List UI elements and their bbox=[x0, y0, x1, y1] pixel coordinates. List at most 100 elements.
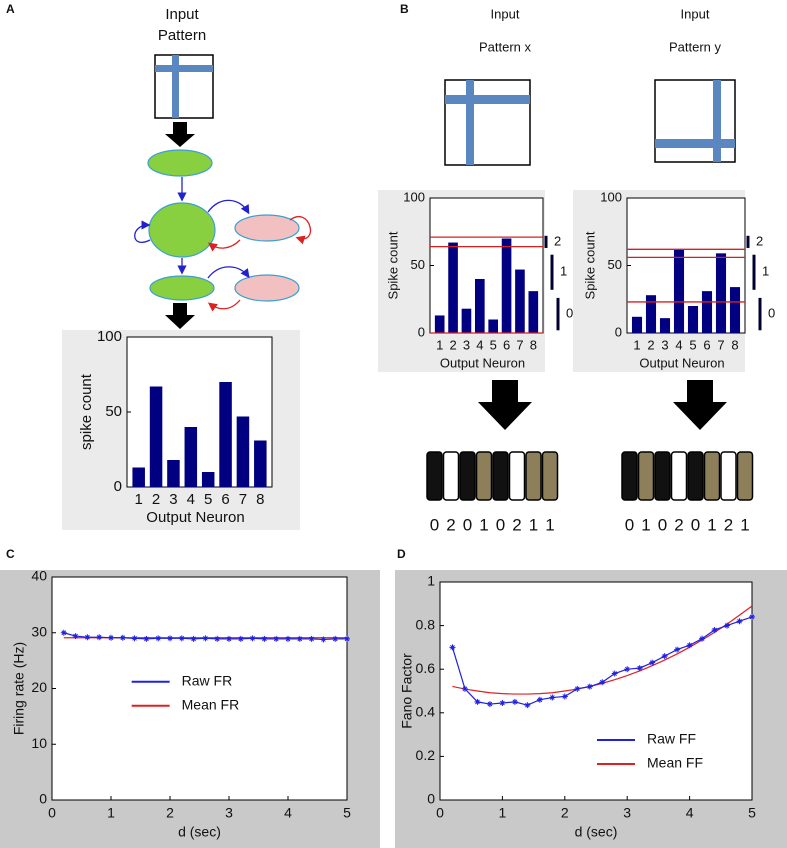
x-tick-label: 4 bbox=[675, 337, 682, 352]
point-marker bbox=[449, 644, 456, 651]
bar bbox=[167, 460, 180, 487]
point-marker bbox=[586, 683, 593, 690]
level-label: 1 bbox=[762, 264, 769, 279]
code-block bbox=[720, 451, 737, 501]
y-tick-label: 1 bbox=[427, 573, 435, 589]
point-marker bbox=[190, 635, 197, 642]
arrow bbox=[478, 380, 532, 430]
arrow bbox=[165, 122, 195, 147]
y-tick-label: 0 bbox=[39, 791, 47, 807]
x-tick-label: 2 bbox=[166, 805, 174, 821]
x-tick-label: 4 bbox=[476, 337, 483, 352]
x-tick-label: 8 bbox=[256, 491, 264, 508]
plot-area bbox=[429, 197, 544, 334]
code-block bbox=[475, 451, 493, 501]
x-tick-label: 2 bbox=[647, 337, 654, 352]
code-digit: 1 bbox=[545, 515, 554, 534]
plot-area bbox=[626, 197, 746, 334]
x-tick-label: 5 bbox=[204, 491, 212, 508]
point-marker bbox=[524, 702, 531, 709]
bar bbox=[149, 386, 163, 487]
y-tick-label: 10 bbox=[31, 735, 47, 751]
y-axis-label: Firing rate (Hz) bbox=[11, 642, 27, 735]
code-digit: 0 bbox=[496, 515, 505, 534]
x-tick-label: 3 bbox=[463, 337, 470, 352]
input-pattern bbox=[654, 79, 736, 163]
bar bbox=[488, 319, 499, 333]
point-marker bbox=[724, 622, 731, 629]
network bbox=[147, 149, 300, 302]
x-tick-label: 6 bbox=[703, 337, 710, 352]
point-marker bbox=[474, 698, 481, 705]
code-digit: 1 bbox=[740, 515, 749, 534]
code-block bbox=[442, 451, 460, 501]
x-tick-label: 1 bbox=[499, 805, 507, 821]
y-tick-label: 100 bbox=[403, 189, 425, 204]
y-tick-label: 0.6 bbox=[416, 660, 436, 676]
level-label: 0 bbox=[566, 306, 573, 321]
point-marker bbox=[649, 659, 656, 666]
point-marker bbox=[72, 633, 79, 640]
bar bbox=[254, 440, 267, 487]
point-marker bbox=[344, 635, 350, 642]
x-axis-label: Output Neuron bbox=[146, 509, 244, 526]
point-marker bbox=[624, 666, 631, 673]
code-block bbox=[525, 451, 542, 501]
x-tick-label: 8 bbox=[731, 337, 738, 352]
x-tick-label: 0 bbox=[48, 805, 56, 821]
code-digit: 1 bbox=[707, 515, 716, 534]
x-tick-label: 3 bbox=[623, 805, 631, 821]
input-label: Input bbox=[491, 6, 520, 21]
y-tick-label: 0.8 bbox=[416, 616, 436, 632]
point-marker bbox=[131, 635, 138, 642]
input-pattern bbox=[154, 54, 214, 119]
x-tick-label: 3 bbox=[169, 491, 177, 508]
point-marker bbox=[108, 634, 114, 641]
point-marker bbox=[536, 696, 543, 703]
point-marker bbox=[674, 646, 681, 653]
x-tick-label: 0 bbox=[436, 805, 444, 821]
point-marker bbox=[237, 635, 244, 642]
code-digit: 2 bbox=[512, 515, 521, 534]
y-tick-label: 0 bbox=[427, 791, 435, 807]
point-marker bbox=[273, 635, 280, 642]
code-block bbox=[492, 451, 509, 501]
bar bbox=[715, 253, 727, 333]
point-marker bbox=[332, 635, 339, 642]
x-tick-label: 7 bbox=[717, 337, 724, 352]
y-tick-label: 0.4 bbox=[416, 704, 436, 720]
code-block bbox=[508, 451, 526, 501]
y-tick-label: 0.2 bbox=[416, 747, 436, 763]
input-label: Input bbox=[165, 6, 199, 23]
point-marker bbox=[178, 635, 185, 642]
legend-label: Raw FF bbox=[647, 731, 696, 747]
point-marker bbox=[84, 634, 91, 641]
bar bbox=[673, 249, 685, 333]
code-block bbox=[426, 451, 443, 501]
code-digit: 1 bbox=[641, 515, 650, 534]
panel-label: D bbox=[397, 547, 406, 561]
x-tick-label: 6 bbox=[503, 337, 510, 352]
plot-area bbox=[126, 336, 273, 488]
legend-label: Raw FR bbox=[182, 673, 233, 689]
code-digit: 0 bbox=[691, 515, 700, 534]
panel-label: B bbox=[400, 2, 409, 16]
y-tick-label: 50 bbox=[411, 257, 425, 272]
point-marker bbox=[320, 636, 327, 643]
x-tick-label: 7 bbox=[239, 491, 247, 508]
point-marker bbox=[296, 635, 303, 642]
bar bbox=[501, 238, 512, 333]
code-digit: 0 bbox=[625, 515, 634, 534]
bar bbox=[631, 316, 643, 333]
x-tick-label: 1 bbox=[135, 491, 143, 508]
code-block bbox=[654, 451, 671, 501]
x-tick-label: 6 bbox=[221, 491, 229, 508]
code-digit: 0 bbox=[463, 515, 472, 534]
bar bbox=[528, 291, 539, 333]
input-label: Input bbox=[681, 6, 710, 21]
x-tick-label: 7 bbox=[516, 337, 523, 352]
level-label: 2 bbox=[554, 233, 561, 248]
code-block bbox=[637, 451, 655, 501]
point-marker bbox=[226, 635, 232, 642]
x-tick-label: 5 bbox=[689, 337, 696, 352]
